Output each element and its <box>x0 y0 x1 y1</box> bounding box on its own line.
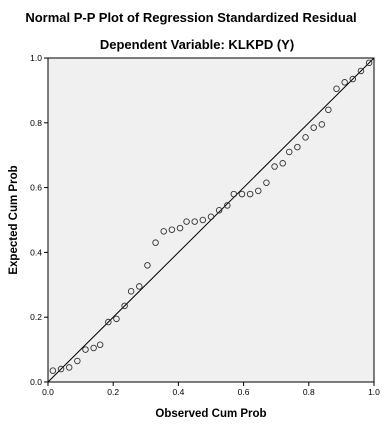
data-point <box>168 226 176 233</box>
y-tick-label: 0.6 <box>30 183 42 193</box>
data-point <box>65 364 73 371</box>
data-point <box>199 216 207 224</box>
data-point <box>238 190 246 198</box>
data-point <box>82 346 89 353</box>
x-tick-label: 0.4 <box>172 387 184 397</box>
axis-ticks: 0.0 0.2 0.4 0.6 0.8 1.0 0.0 0.2 0.4 0.6 0.8 1.0 <box>30 53 380 397</box>
data-point <box>160 228 167 235</box>
data-point <box>105 318 112 326</box>
data-point <box>207 213 215 221</box>
x-tick-label: 0.8 <box>303 387 315 397</box>
data-point <box>49 367 57 374</box>
chart-subtitle: Dependent Variable: KLKPD (Y) <box>100 37 294 52</box>
y-tick-label: 0.2 <box>30 312 42 322</box>
x-tick-label: 0.0 <box>42 387 54 397</box>
data-point <box>357 67 365 75</box>
data-point <box>224 202 231 209</box>
chart-title: Normal P-P Plot of Regression Standardiz… <box>25 10 356 25</box>
data-point <box>96 341 104 348</box>
y-tick-label: 1.0 <box>30 53 42 63</box>
y-tick-label: 0.0 <box>30 377 42 387</box>
data-point <box>74 357 81 365</box>
data-point <box>230 190 238 198</box>
data-point <box>294 143 301 151</box>
data-point <box>302 134 309 141</box>
data-point <box>127 288 135 295</box>
data-point <box>183 218 190 225</box>
data-point <box>263 179 270 186</box>
data-point <box>271 163 278 170</box>
data-point <box>121 302 128 310</box>
data-point <box>325 106 332 114</box>
data-point <box>333 85 340 93</box>
data-point <box>152 239 159 246</box>
y-tick-label: 0.8 <box>30 118 42 128</box>
data-points <box>49 59 373 374</box>
data-point <box>191 218 198 225</box>
y-axis-label: Expected Cum Prob <box>8 165 20 274</box>
x-tick-label: 1.0 <box>368 387 380 397</box>
data-point <box>144 262 151 269</box>
data-point <box>285 148 293 156</box>
data-point <box>318 121 326 128</box>
data-point <box>136 283 143 290</box>
data-point <box>57 365 65 373</box>
x-tick-label: 0.6 <box>238 387 250 397</box>
data-point <box>279 160 286 167</box>
data-point <box>349 75 357 83</box>
data-point <box>365 59 373 67</box>
x-tick-label: 0.2 <box>107 387 119 397</box>
x-axis-label: Observed Cum Prob <box>155 408 266 420</box>
y-tick-label: 0.4 <box>30 247 42 257</box>
data-point <box>90 344 97 352</box>
data-point <box>176 224 184 232</box>
data-point <box>255 187 262 195</box>
data-point <box>246 190 254 198</box>
data-point <box>113 315 120 323</box>
data-point <box>215 207 223 214</box>
data-point <box>310 124 317 131</box>
data-point <box>341 79 348 86</box>
